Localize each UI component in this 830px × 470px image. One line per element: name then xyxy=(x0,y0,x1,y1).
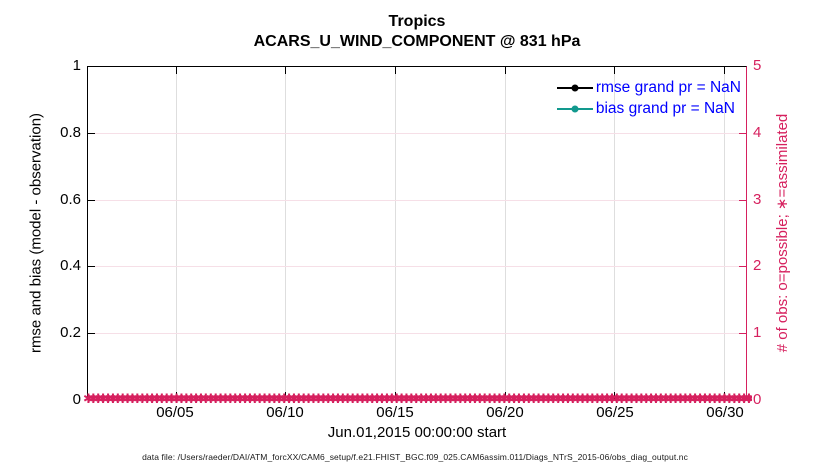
x-tick-mark xyxy=(285,392,287,399)
x-gridline xyxy=(175,67,177,399)
right-y-tick-label: 5 xyxy=(753,57,762,74)
y-gridline xyxy=(88,266,746,268)
data-file-path: data file: /Users/raeder/DAI/ATM_forcXX/… xyxy=(142,452,688,462)
x-tick-label: 06/30 xyxy=(706,404,744,421)
x-gridline xyxy=(285,67,287,399)
x-tick-mark xyxy=(395,67,397,74)
left-y-tick-label: 0.6 xyxy=(60,190,81,208)
legend-label-bias: bias grand pr = NaN xyxy=(595,100,735,117)
x-tick-label: 06/05 xyxy=(156,404,194,421)
x-tick-mark xyxy=(724,392,726,399)
right-y-tick-label: 1 xyxy=(753,324,762,342)
x-tick-mark xyxy=(724,67,726,74)
left-y-tick-mark xyxy=(88,199,95,201)
x-tick-mark xyxy=(614,392,616,399)
right-y-tick-mark xyxy=(739,199,746,201)
y-gridline xyxy=(88,332,746,334)
left-y-tick-label: 0.4 xyxy=(60,257,81,275)
left-y-tick-mark xyxy=(88,133,95,135)
x-tick-label: 06/10 xyxy=(266,404,304,421)
right-y-tick-label: 4 xyxy=(753,123,762,141)
x-gridline xyxy=(614,67,616,399)
left-y-tick-mark xyxy=(88,332,95,334)
bias-circle-marker-icon xyxy=(571,105,579,113)
left-y-tick-label: 1 xyxy=(72,57,81,74)
right-y-tick-mark xyxy=(739,266,746,268)
legend-label-rmse: rmse grand pr = NaN xyxy=(595,79,741,96)
left-y-tick-label: 0.2 xyxy=(60,324,81,342)
legend: rmse grand pr = NaN bias grand pr = NaN xyxy=(556,78,741,119)
right-y-axis-label: # of obs: o=possible; ∗=assimilated xyxy=(774,113,791,353)
x-axis-label: Jun.01,2015 00:00:00 start xyxy=(327,424,507,441)
chart-title: Tropics xyxy=(388,13,446,30)
x-tick-mark xyxy=(504,392,506,399)
x-tick-mark xyxy=(175,392,177,399)
right-y-tick-mark xyxy=(739,332,746,334)
x-tick-mark xyxy=(175,67,177,74)
x-tick-mark xyxy=(395,392,397,399)
right-y-tick-label: 3 xyxy=(753,190,762,208)
left-y-axis-label: rmse and bias (model - observation) xyxy=(27,112,45,354)
x-tick-mark xyxy=(614,67,616,74)
x-gridline xyxy=(395,67,397,399)
left-y-tick-label: 0.8 xyxy=(60,123,81,141)
x-gridline xyxy=(504,67,506,399)
plot-area: rmse grand pr = NaN bias grand pr = NaN … xyxy=(83,66,752,406)
rmse-line-sample xyxy=(556,84,593,92)
x-tick-label: 06/20 xyxy=(486,404,524,421)
chart-subtitle: ACARS_U_WIND_COMPONENT @ 831 hPa xyxy=(253,33,581,50)
left-y-tick-mark xyxy=(88,266,95,268)
y-gridline xyxy=(88,199,746,201)
x-tick-label: 06/25 xyxy=(596,404,634,421)
rmse-circle-marker-icon xyxy=(571,84,579,92)
x-tick-mark xyxy=(504,67,506,74)
bias-line-sample xyxy=(556,105,593,113)
right-y-tick-label: 2 xyxy=(753,257,762,275)
y-gridline xyxy=(88,133,746,135)
assimilated-zero-count-markers: ✱✱✱✱✱✱✱✱✱✱✱✱✱✱✱✱✱✱✱✱✱✱✱✱✱✱✱✱✱✱✱✱✱✱✱✱✱✱✱✱… xyxy=(83,391,752,406)
x-tick-mark xyxy=(285,67,287,74)
right-y-tick-mark xyxy=(739,133,746,135)
x-gridline xyxy=(724,67,726,399)
right-y-tick-label: 0 xyxy=(753,391,762,408)
legend-entry-bias: bias grand pr = NaN xyxy=(556,99,741,119)
x-tick-label: 06/15 xyxy=(376,404,414,421)
legend-entry-rmse: rmse grand pr = NaN xyxy=(556,78,741,98)
left-y-tick-label: 0 xyxy=(72,391,81,408)
